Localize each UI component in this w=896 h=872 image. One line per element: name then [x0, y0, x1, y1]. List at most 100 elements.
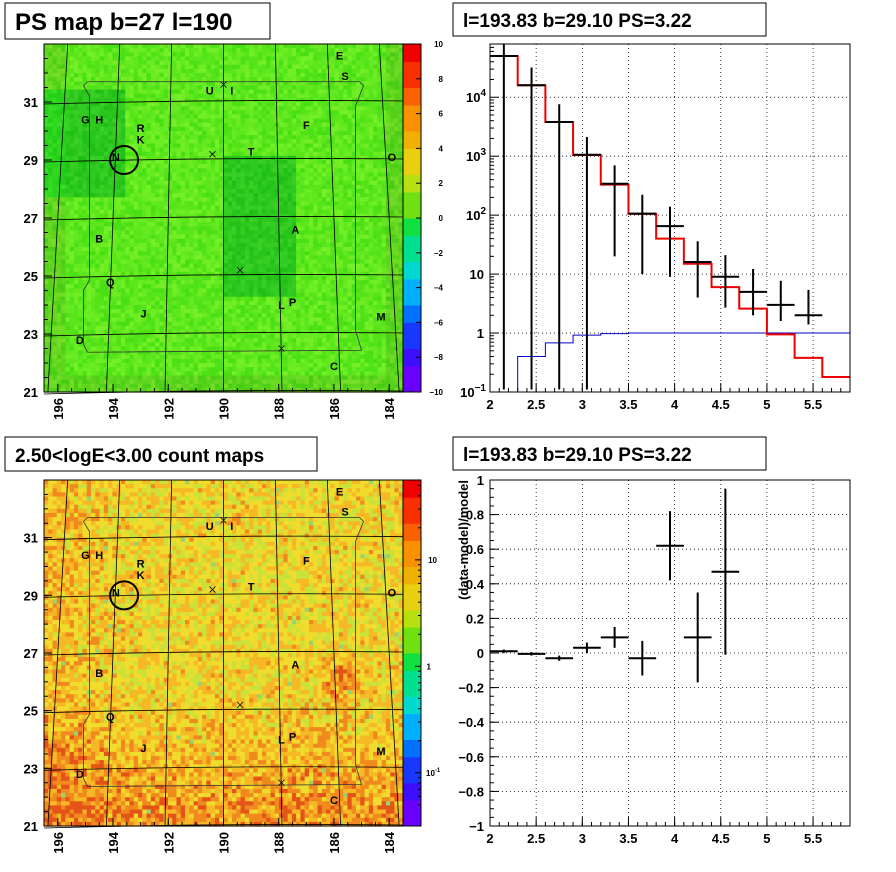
- colorbar-tick-label: −6: [434, 318, 444, 327]
- source-label-I: I: [230, 521, 233, 533]
- colorbar-cell: [403, 817, 421, 827]
- skymap-2: [43, 479, 404, 829]
- y-tick-label: 29: [24, 588, 38, 603]
- source-label-O: O: [388, 587, 397, 599]
- position-cross: [236, 701, 244, 709]
- source-label-M: M: [376, 746, 385, 758]
- colorbar-cell: [403, 244, 421, 254]
- y-tick-label: 23: [24, 761, 38, 776]
- source-label-S: S: [341, 507, 348, 519]
- colorbar-cell: [403, 122, 421, 132]
- y-tick-label: 10: [470, 267, 484, 282]
- y-tick-label: 0.6: [466, 542, 484, 557]
- colorbar-cell: [403, 287, 421, 297]
- x-tick-label: 186: [327, 398, 342, 420]
- colorbar-tick-label: −2: [434, 249, 444, 258]
- colorbar-cell: [403, 226, 421, 236]
- source-label-C: C: [330, 361, 338, 373]
- colorbar-cell: [403, 278, 421, 289]
- source-label-P: P: [289, 297, 296, 309]
- colorbar-cell: [403, 96, 421, 106]
- source-label-E: E: [336, 487, 343, 499]
- panel1-title-box: [4, 2, 271, 40]
- colorbar-cell: [403, 739, 421, 749]
- x-tick-label: 2: [486, 397, 493, 412]
- source-label-T: T: [248, 582, 255, 594]
- colorbar-cell: [403, 497, 421, 507]
- colorbar-cell: [403, 365, 421, 376]
- colorbar-cell: [403, 131, 421, 141]
- colorbar-cell: [403, 678, 421, 689]
- source-label-U: U: [206, 85, 214, 97]
- colorbar-tick-label: 6: [439, 110, 444, 119]
- panel3-title-box: [4, 436, 318, 472]
- x-tick-label: 192: [161, 398, 176, 420]
- target-circle: [109, 580, 140, 611]
- y-tick-label: 10−1: [460, 383, 486, 400]
- x-tick-label: 5: [763, 397, 770, 412]
- source-label-Q: Q: [106, 711, 115, 723]
- colorbar-cell: [403, 609, 421, 619]
- panel2-title: l=193.83 b=29.10 PS=3.22: [463, 11, 692, 32]
- colorbar-cell: [403, 191, 421, 202]
- colorbar-cell: [403, 157, 421, 167]
- x-tick-label: 5.5: [804, 831, 822, 846]
- background-model-histogram: [490, 332, 850, 393]
- colorbar-cell: [403, 313, 421, 323]
- meridian-line: [106, 43, 121, 393]
- x-tick-label: 188: [272, 398, 287, 420]
- source-label-J: J: [140, 743, 146, 755]
- colorbar-cell: [403, 566, 421, 576]
- meridian-line: [378, 479, 400, 827]
- colorbar-cell: [403, 765, 421, 775]
- source-label-A: A: [291, 660, 299, 672]
- x-tick-label: 184: [382, 397, 397, 419]
- colorbar-cell: [403, 209, 421, 219]
- source-label-Q: Q: [106, 277, 115, 289]
- y-tick-label: 27: [24, 646, 38, 661]
- colorbar-cell: [403, 774, 421, 784]
- colorbar-frame: [402, 479, 422, 827]
- position-cross: [278, 779, 285, 787]
- colorbar-cell: [403, 687, 421, 697]
- colorbar-cell: [403, 104, 421, 115]
- source-label-H: H: [95, 114, 103, 126]
- x-tick-label: 194: [106, 831, 121, 853]
- colorbar-cell: [403, 357, 421, 367]
- colorbar-cell: [403, 713, 421, 723]
- colorbar-tick-label: 4: [439, 144, 444, 153]
- x-tick-label: 184: [382, 831, 397, 853]
- y-tick-label: 21: [24, 385, 38, 400]
- y-tick-label: 29: [24, 153, 38, 168]
- position-cross: [220, 81, 227, 88]
- y-tick-label: −0.6: [458, 750, 484, 765]
- x-tick-label: 192: [161, 832, 176, 854]
- colorbar-cell: [403, 480, 421, 490]
- colorbar-cell: [403, 44, 421, 54]
- source-label-D: D: [76, 769, 84, 781]
- colorbar-cell: [403, 557, 421, 567]
- panel1-title: PS map b=27 l=190: [15, 9, 232, 36]
- source-label-R: R: [137, 559, 145, 571]
- colorbar-cell: [403, 252, 421, 262]
- colorbar-tick-label: 10: [428, 556, 437, 565]
- colorbar-cell: [403, 730, 421, 740]
- y-tick-label: −0.2: [458, 681, 484, 696]
- colorbar-cell: [403, 139, 421, 149]
- y-tick-label: 23: [24, 327, 38, 342]
- y-tick-label: 21: [24, 819, 38, 834]
- colorbar-cell: [403, 514, 421, 524]
- colorbar-cell: [403, 200, 421, 210]
- source-label-B: B: [95, 233, 103, 245]
- y-tick-label: 31: [24, 95, 38, 110]
- colorbar-cell: [403, 61, 421, 71]
- source-label-F: F: [303, 120, 310, 132]
- meridian-line: [275, 43, 283, 393]
- y-tick-label: −0.8: [458, 784, 484, 799]
- source-label-N: N: [112, 152, 120, 164]
- colorbar-cell: [403, 800, 421, 810]
- roi-outline: [82, 517, 364, 787]
- colorbar-cell: [403, 523, 421, 533]
- colorbar-cell: [403, 601, 421, 611]
